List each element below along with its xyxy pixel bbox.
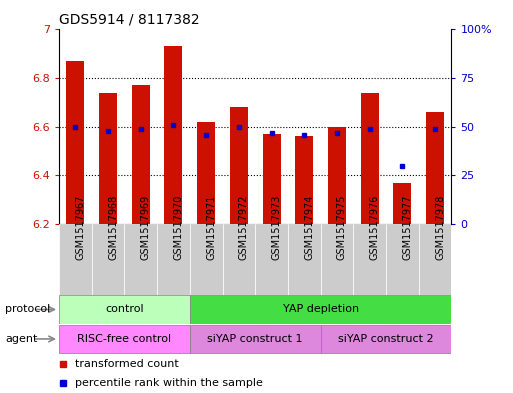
Text: GSM1517978: GSM1517978 (435, 195, 445, 260)
FancyBboxPatch shape (59, 224, 92, 295)
Bar (132, 85, 150, 224)
FancyBboxPatch shape (190, 296, 451, 324)
FancyBboxPatch shape (288, 224, 321, 295)
FancyBboxPatch shape (255, 224, 288, 295)
FancyBboxPatch shape (353, 224, 386, 295)
Bar (328, 127, 346, 224)
Bar (66, 61, 84, 224)
Text: percentile rank within the sample: percentile rank within the sample (75, 378, 263, 388)
Text: RISC-free control: RISC-free control (77, 334, 171, 344)
FancyBboxPatch shape (124, 224, 157, 295)
Text: siYAP construct 1: siYAP construct 1 (207, 334, 303, 344)
FancyBboxPatch shape (419, 224, 451, 295)
Bar (165, 46, 183, 224)
Bar (99, 93, 117, 224)
Text: GSM1517967: GSM1517967 (75, 195, 85, 260)
Text: YAP depletion: YAP depletion (283, 305, 359, 314)
Text: GSM1517968: GSM1517968 (108, 195, 118, 260)
FancyBboxPatch shape (59, 296, 190, 324)
Text: GSM1517976: GSM1517976 (370, 195, 380, 260)
Bar (197, 122, 215, 224)
Bar (295, 136, 313, 224)
Text: GSM1517973: GSM1517973 (271, 195, 282, 260)
FancyBboxPatch shape (321, 325, 451, 353)
Text: GSM1517971: GSM1517971 (206, 195, 216, 260)
FancyBboxPatch shape (92, 224, 124, 295)
FancyBboxPatch shape (157, 224, 190, 295)
Text: GSM1517972: GSM1517972 (239, 195, 249, 260)
Text: GSM1517974: GSM1517974 (304, 195, 314, 260)
Text: GSM1517977: GSM1517977 (402, 195, 412, 260)
Bar (230, 107, 248, 224)
FancyBboxPatch shape (59, 325, 190, 353)
Bar (393, 183, 411, 224)
Bar (263, 134, 281, 224)
Bar (361, 93, 379, 224)
Text: control: control (105, 305, 144, 314)
Text: agent: agent (5, 334, 37, 344)
FancyBboxPatch shape (223, 224, 255, 295)
Text: protocol: protocol (5, 305, 50, 314)
Text: siYAP construct 2: siYAP construct 2 (338, 334, 434, 344)
Text: GSM1517970: GSM1517970 (173, 195, 184, 260)
Text: transformed count: transformed count (75, 358, 179, 369)
FancyBboxPatch shape (190, 224, 223, 295)
FancyBboxPatch shape (321, 224, 353, 295)
FancyBboxPatch shape (386, 224, 419, 295)
FancyBboxPatch shape (190, 325, 321, 353)
Text: GDS5914 / 8117382: GDS5914 / 8117382 (59, 13, 200, 27)
Text: GSM1517969: GSM1517969 (141, 195, 151, 260)
Text: GSM1517975: GSM1517975 (337, 195, 347, 260)
Bar (426, 112, 444, 224)
